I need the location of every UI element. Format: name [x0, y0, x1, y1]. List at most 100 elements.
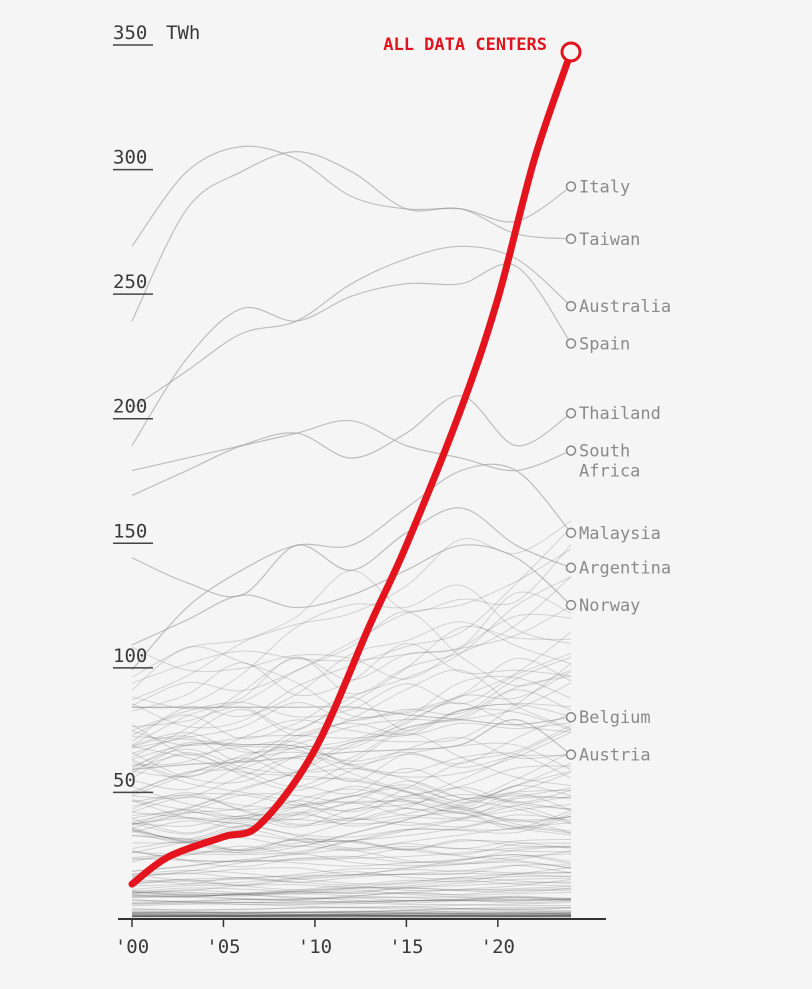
series-end-marker: [565, 233, 577, 245]
other-country-line: [131, 845, 572, 863]
other-country-line: [131, 880, 572, 895]
other-country-line: [131, 799, 572, 850]
other-country-line: [131, 912, 572, 916]
series-label: Taiwan: [579, 230, 640, 250]
other-country-line: [131, 912, 572, 917]
other-country-line: [131, 893, 572, 902]
other-country-line: [131, 842, 572, 863]
other-country-line: [131, 913, 572, 916]
other-country-line: [131, 675, 572, 797]
other-country-line: [131, 871, 572, 886]
other-country-line: [131, 814, 572, 835]
other-country-line: [131, 850, 572, 886]
other-country-line: [131, 838, 572, 869]
series-line-austria: [131, 719, 572, 771]
other-country-line: [131, 794, 572, 834]
other-country-line: [131, 786, 572, 813]
other-country-line: [131, 870, 572, 887]
other-country-line: [131, 912, 572, 917]
other-country-line: [131, 722, 572, 762]
x-tick-label: '15: [389, 936, 423, 958]
series-label: South Africa: [579, 442, 640, 482]
y-tick-label: 300: [113, 147, 147, 169]
other-country-line: [131, 899, 572, 904]
other-country-line: [131, 703, 572, 747]
series-line-thailand: [131, 395, 572, 497]
other-country-line: [131, 656, 572, 749]
other-country-line: [131, 916, 572, 919]
y-tick-label: 100: [113, 645, 147, 667]
other-country-line: [131, 914, 572, 917]
other-country-line: [131, 696, 572, 740]
other-country-line: [131, 631, 572, 795]
x-tick-label: '10: [298, 936, 332, 958]
series-end-marker: [565, 599, 577, 611]
other-country-line: [131, 915, 572, 918]
other-country-line: [131, 893, 572, 904]
series-line-spain: [131, 263, 572, 446]
series-end-marker: [565, 562, 577, 573]
y-unit-label: TWh: [166, 22, 200, 44]
other-country-line: [131, 854, 572, 884]
other-country-line: [131, 761, 572, 820]
y-tick-label: 250: [113, 271, 147, 293]
other-country-line: [131, 878, 572, 904]
other-country-line: [131, 877, 572, 898]
other-country-lines: [131, 520, 572, 919]
other-country-line: [131, 889, 572, 901]
other-country-line: [131, 745, 572, 821]
other-country-line: [131, 731, 572, 778]
other-country-line: [131, 845, 572, 862]
other-country-line: [131, 853, 572, 878]
other-country-line: [131, 753, 572, 799]
series-label: Belgium: [579, 708, 651, 728]
y-tick-label: 350: [113, 22, 147, 44]
series-line-norway: [131, 544, 572, 646]
series-line-italy: [131, 145, 572, 247]
series-line-argentina: [131, 507, 572, 598]
other-country-line: [131, 584, 572, 709]
other-country-line: [131, 840, 572, 861]
series-end-marker: [565, 749, 577, 760]
other-country-line: [131, 884, 572, 894]
other-country-line: [131, 712, 572, 765]
other-country-line: [131, 887, 572, 896]
y-tick-label: 50: [113, 769, 136, 791]
series-label: Thailand: [579, 404, 661, 424]
series-label: Austria: [579, 746, 651, 766]
other-country-line: [131, 669, 572, 755]
other-country-line: [131, 795, 572, 833]
series-label: Italy: [579, 178, 630, 198]
other-country-line: [131, 802, 572, 830]
other-country-line: [131, 891, 572, 901]
other-country-line: [131, 906, 572, 914]
other-country-line: [131, 872, 572, 890]
series-end-marker: [565, 338, 577, 349]
other-country-line: [131, 643, 572, 712]
other-country-line: [131, 728, 572, 825]
series-end-marker: [565, 445, 577, 456]
series-line-taiwan: [131, 151, 572, 322]
other-country-line: [131, 833, 572, 854]
all-data-centers-end-marker: [560, 41, 582, 63]
other-country-line: [131, 913, 572, 916]
other-country-line: [131, 904, 572, 911]
other-country-line: [131, 915, 572, 918]
other-country-line: [131, 768, 572, 829]
other-country-line: [131, 915, 572, 918]
other-country-line: [131, 914, 572, 917]
other-country-line: [131, 724, 572, 779]
other-country-line: [131, 914, 572, 917]
other-country-line: [131, 914, 572, 917]
other-country-line: [131, 906, 572, 911]
other-country-line: [131, 901, 572, 911]
other-country-line: [131, 915, 572, 918]
y-tick-label: 200: [113, 396, 147, 418]
other-country-line: [131, 864, 572, 876]
other-country-line: [131, 914, 572, 918]
x-tick-label: '05: [206, 936, 240, 958]
other-country-line: [131, 663, 572, 819]
other-country-line: [131, 881, 572, 897]
other-country-line: [131, 742, 572, 793]
